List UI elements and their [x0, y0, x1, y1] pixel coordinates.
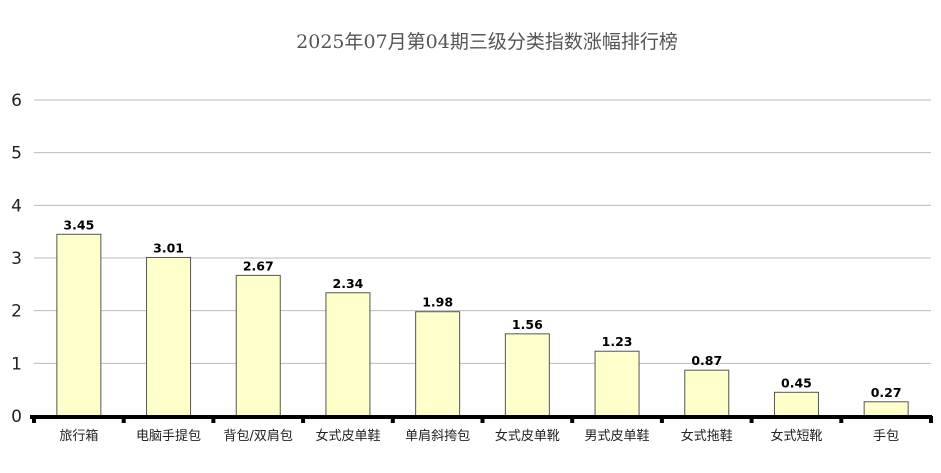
bar — [415, 311, 461, 417]
data-label: 0.45 — [781, 375, 812, 390]
x-tick-label: 女式拖鞋 — [681, 428, 733, 444]
bar — [863, 401, 909, 417]
x-tick-label: 旅行箱 — [59, 428, 98, 444]
x-tick-label: 女式皮单鞋 — [315, 428, 380, 444]
data-label: 0.87 — [691, 353, 722, 368]
y-axis-tick-labels: 0 1 2 3 4 5 6 — [11, 91, 22, 427]
y-tick-label: 6 — [11, 91, 22, 111]
data-label: 2.34 — [333, 276, 364, 291]
data-label: 2.67 — [243, 258, 274, 273]
data-label: 1.23 — [602, 334, 633, 349]
x-tick-label: 手包 — [873, 429, 899, 444]
x-tick-label: 男式皮单鞋 — [585, 428, 650, 444]
x-axis — [30, 415, 933, 423]
bar — [325, 292, 371, 417]
x-tick-label: 女式短靴 — [770, 428, 822, 444]
y-tick-label: 5 — [11, 144, 22, 164]
data-label: 3.01 — [153, 240, 184, 255]
data-label: 1.56 — [512, 317, 543, 332]
y-tick-label: 2 — [11, 302, 22, 322]
bar — [594, 350, 640, 417]
x-tick-label: 女式皮单靴 — [495, 428, 560, 444]
data-label: 1.98 — [422, 295, 453, 310]
y-tick-label: 0 — [11, 407, 22, 427]
y-tick-label: 1 — [11, 354, 22, 374]
bars — [56, 233, 909, 417]
x-tick-label: 电脑手提包 — [136, 428, 201, 444]
x-tick-label: 单肩斜挎包 — [405, 428, 470, 444]
bar — [56, 233, 102, 417]
bar — [146, 256, 192, 417]
data-label: 3.45 — [63, 217, 94, 232]
bar — [235, 274, 281, 417]
data-label: 0.27 — [871, 385, 902, 400]
y-tick-label: 4 — [11, 196, 22, 216]
y-tick-label: 3 — [11, 249, 22, 269]
bar — [773, 391, 819, 417]
bar — [684, 369, 730, 417]
chart-title: 2025年07月第04期三级分类指数涨幅排行榜 — [296, 31, 678, 53]
x-tick-label: 背包/双肩包 — [224, 428, 293, 444]
data-labels: 3.45 3.01 2.67 2.34 1.98 1.56 1.23 0.87 0.45 0.27 — [63, 217, 901, 399]
x-axis-tick-labels: 旅行箱 电脑手提包 背包/双肩包 女式皮单鞋 单肩斜挎包 女式皮单靴 男式皮单鞋 女式拖鞋 女式… — [59, 428, 899, 444]
bar — [504, 333, 550, 417]
